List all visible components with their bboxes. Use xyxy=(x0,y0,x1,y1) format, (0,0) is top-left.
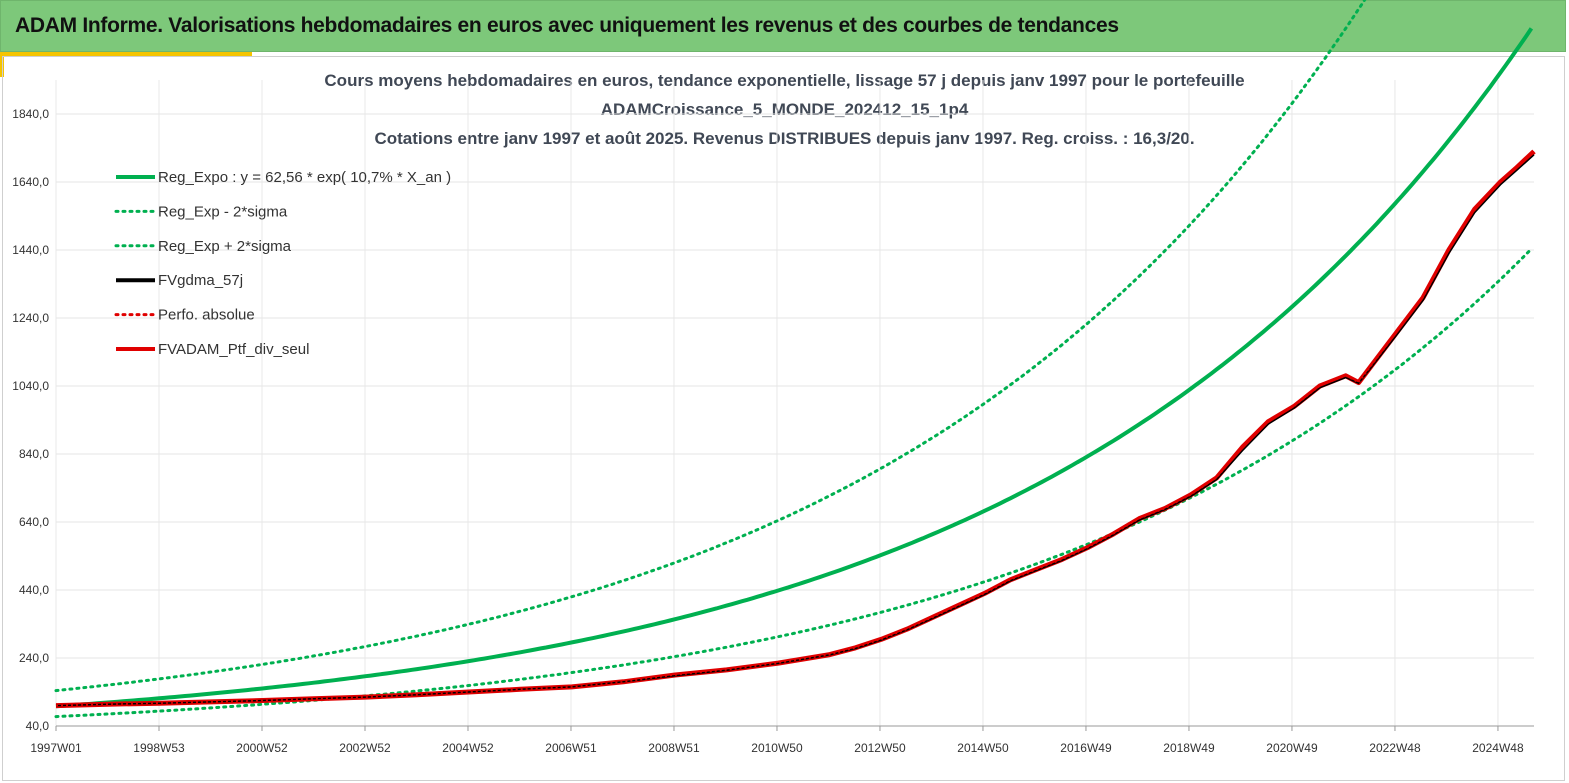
x-tick-label: 2002W52 xyxy=(339,741,391,755)
series-reg-exp-minus-2sigma xyxy=(54,247,1533,719)
y-tick-label: 1240,0 xyxy=(12,311,49,325)
x-tick-label: 2022W48 xyxy=(1369,741,1421,755)
page-title: ADAM Informe. Valorisations hebdomadaire… xyxy=(15,14,1119,37)
chart-frame xyxy=(2,56,1565,781)
y-tick-label: 1640,0 xyxy=(12,175,49,189)
legend-label: Perfo. absolue xyxy=(158,307,255,324)
y-tick-label: 1440,0 xyxy=(12,243,49,257)
x-tick-label: 1997W01 xyxy=(30,741,82,755)
x-tick-label: 2018W49 xyxy=(1163,741,1215,755)
x-tick-label: 1998W53 xyxy=(133,741,185,755)
x-tick-label: 2000W52 xyxy=(236,741,288,755)
x-tick-label: 2016W49 xyxy=(1060,741,1112,755)
y-tick-label: 240,0 xyxy=(19,651,49,665)
x-tick-label: 2008W51 xyxy=(648,741,700,755)
x-tick-label: 2020W49 xyxy=(1266,741,1318,755)
y-tick-label: 440,0 xyxy=(19,583,49,597)
legend-label: Reg_Expo : y = 62,56 * exp( 10,7% * X_an… xyxy=(158,169,451,186)
x-tick-label: 2012W50 xyxy=(854,741,906,755)
series-reg-expo xyxy=(55,27,1534,709)
legend-label: Reg_Exp - 2*sigma xyxy=(158,203,288,220)
y-tick-label: 1040,0 xyxy=(12,379,49,393)
accent-bar xyxy=(0,52,252,56)
x-tick-label: 2004W52 xyxy=(442,741,494,755)
x-tick-label: 2006W51 xyxy=(545,741,597,755)
series-reg-exp-plus-2sigma xyxy=(54,0,1367,693)
y-tick-label: 840,0 xyxy=(19,447,49,461)
legend-label: Reg_Exp + 2*sigma xyxy=(158,238,292,255)
y-tick-label: 640,0 xyxy=(19,515,49,529)
x-tick-label: 2010W50 xyxy=(751,741,803,755)
legend-label: FVADAM_Ptf_div_seul xyxy=(158,341,309,358)
x-tick-label: 2024W48 xyxy=(1472,741,1524,755)
y-tick-label: 1840,0 xyxy=(12,107,49,121)
chart-title-line-1: Cours moyens hebdomadaires en euros, ten… xyxy=(324,71,1245,90)
legend-label: FVgdma_57j xyxy=(158,272,243,289)
chart-title-line-3: Cotations entre janv 1997 et août 2025. … xyxy=(374,129,1195,148)
y-tick-label: 40,0 xyxy=(26,719,50,733)
x-tick-label: 2014W50 xyxy=(957,741,1009,755)
header-banner: ADAM Informe. Valorisations hebdomadaire… xyxy=(0,0,1566,52)
series-fvgdma-57j xyxy=(55,154,1535,707)
